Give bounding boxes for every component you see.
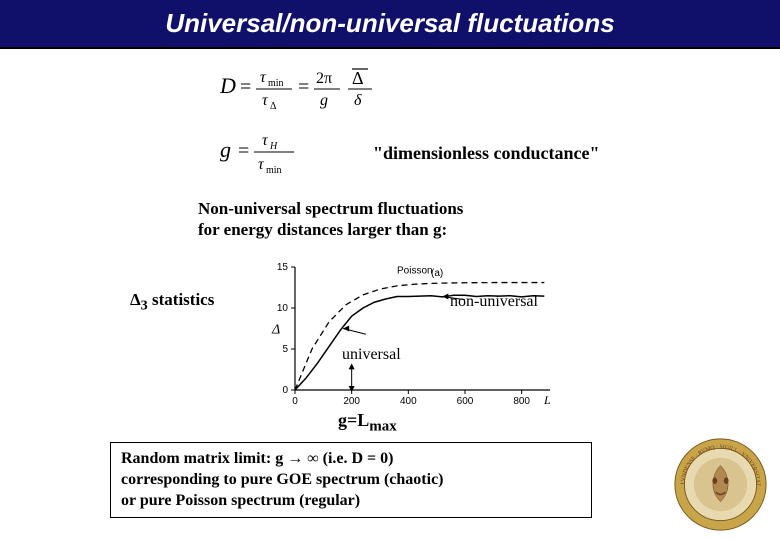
svg-text:0: 0 [282, 385, 288, 396]
universal-annotation: universal [342, 346, 401, 364]
non-universal-annotation: non-universal [450, 293, 538, 311]
svg-text:Poisson: Poisson [397, 266, 433, 277]
svg-text:2π: 2π [316, 70, 332, 87]
svg-text:D: D [220, 73, 236, 98]
svg-text:=: = [238, 140, 249, 162]
svg-text:τ: τ [258, 156, 265, 173]
svg-text:15: 15 [277, 262, 289, 273]
slide-title: Universal/non-universal fluctuations [0, 0, 780, 49]
svg-text:τ: τ [262, 132, 269, 149]
svg-text:min: min [266, 165, 282, 176]
nonuniversal-heading-line1: Non-universal spectrum fluctuations [198, 199, 463, 218]
svg-text:600: 600 [457, 396, 474, 407]
svg-text:0: 0 [292, 396, 298, 407]
svg-text:min: min [268, 78, 284, 89]
svg-text:τ: τ [262, 92, 269, 109]
svg-text:L: L [543, 393, 551, 407]
delta3-chart: 0 5 10 15 0 200 400 600 800 Δ L Poisson(a) [260, 255, 560, 415]
svg-text:H: H [269, 141, 278, 152]
svg-text:g: g [220, 137, 231, 162]
svg-text:Δ: Δ [271, 323, 280, 338]
svg-text:200: 200 [343, 396, 360, 407]
svg-text:=: = [240, 76, 251, 98]
nonuniversal-heading: Non-universal spectrum fluctuations for … [198, 198, 463, 241]
svg-text:τ: τ [260, 69, 267, 86]
svg-text:10: 10 [277, 303, 289, 314]
dimensionless-conductance-label: "dimensionless conductance" [373, 143, 600, 164]
svg-text:400: 400 [400, 396, 417, 407]
svg-text:g: g [320, 92, 328, 109]
formula-block: D = τ min τ Δ = 2π g Δ δ g = τ H τ min [220, 65, 390, 185]
random-matrix-limit-box: Random matrix limit: g → ∞ (i.e. D = 0)c… [110, 442, 592, 518]
svg-text:Δ: Δ [352, 68, 364, 88]
svg-text:(a): (a) [431, 268, 443, 279]
nonuniversal-heading-line2: for energy distances larger than g: [198, 220, 447, 239]
svg-text:Δ: Δ [270, 101, 277, 112]
svg-text:δ: δ [354, 92, 362, 109]
svg-text:5: 5 [282, 344, 288, 355]
university-seal-icon: LVNDENSE · RVMQ · SIGILL · VNIVERSITAT [673, 437, 768, 532]
g-equals-Lmax-label: g=Lmax [338, 410, 397, 436]
delta3-statistics-label: Δ3 statistics [130, 290, 214, 314]
svg-text:800: 800 [513, 396, 530, 407]
svg-text:=: = [298, 76, 309, 98]
